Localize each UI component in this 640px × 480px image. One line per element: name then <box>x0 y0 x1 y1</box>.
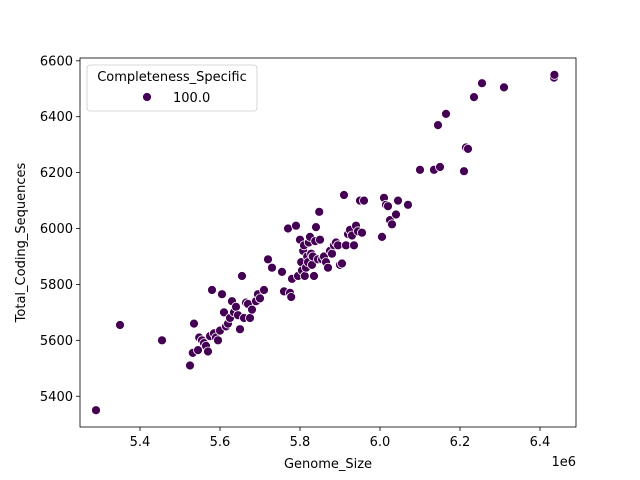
data-points <box>91 69 560 416</box>
y-tick-label: 6400 <box>40 110 73 125</box>
data-point <box>357 227 367 238</box>
data-point <box>393 195 403 206</box>
data-point <box>185 360 195 371</box>
data-point <box>277 266 287 277</box>
legend-box <box>86 64 258 112</box>
data-point <box>263 254 273 265</box>
legend-marker <box>142 92 152 102</box>
data-point <box>267 262 277 273</box>
data-point <box>193 345 203 356</box>
data-point <box>231 301 241 312</box>
y-axis-ticks: 5400 5600 5800 6000 6200 6400 6600 <box>40 54 80 405</box>
data-point <box>189 318 199 329</box>
data-point <box>459 166 469 177</box>
data-point <box>237 271 247 281</box>
data-point <box>259 285 269 295</box>
data-point <box>391 209 401 220</box>
y-tick-label: 5800 <box>40 278 73 293</box>
data-point <box>415 164 425 175</box>
y-tick-label: 6000 <box>40 222 73 237</box>
data-point <box>549 69 560 80</box>
y-tick-label: 6200 <box>40 166 73 181</box>
data-point <box>245 313 255 323</box>
data-point <box>337 258 347 269</box>
plot-frame <box>79 57 577 428</box>
y-axis-label: Total_Coding_Sequences <box>14 162 29 323</box>
x-tick-label: 5.8 <box>290 435 311 450</box>
data-point <box>433 120 443 130</box>
data-point <box>327 248 337 259</box>
x-axis-offset-label: 1e6 <box>551 455 576 470</box>
data-point <box>477 78 487 89</box>
x-tick-label: 5.4 <box>130 435 151 450</box>
legend: Completeness_Specific 100.0 <box>86 64 258 112</box>
data-point <box>219 307 229 318</box>
data-point <box>499 82 509 93</box>
data-point <box>314 206 325 217</box>
x-tick-label: 6.4 <box>530 435 551 450</box>
data-point <box>247 304 257 315</box>
data-point <box>286 292 297 302</box>
legend-entry-label: 100.0 <box>173 91 210 106</box>
data-point <box>383 201 393 212</box>
data-point <box>349 240 359 251</box>
data-point <box>91 405 101 416</box>
data-point <box>339 190 349 200</box>
data-point <box>377 231 387 242</box>
data-point <box>403 199 413 210</box>
data-point <box>115 320 125 330</box>
data-point <box>309 271 319 281</box>
data-point <box>463 143 473 154</box>
data-point <box>207 285 217 295</box>
data-point <box>311 222 321 233</box>
data-point <box>469 92 479 102</box>
y-tick-label: 5600 <box>40 334 73 349</box>
data-point <box>235 324 245 335</box>
x-tick-label: 6.0 <box>370 435 391 450</box>
legend-title: Completeness_Specific <box>97 70 247 85</box>
data-point <box>323 262 333 273</box>
data-point <box>203 346 213 357</box>
y-tick-label: 5400 <box>40 390 73 405</box>
x-tick-label: 6.2 <box>450 435 471 450</box>
data-point <box>387 219 397 230</box>
data-point <box>291 220 301 231</box>
data-point <box>157 335 167 346</box>
data-point <box>217 289 227 300</box>
y-tick-label: 6600 <box>40 54 73 69</box>
data-point <box>435 162 445 172</box>
plot-area <box>80 58 576 427</box>
data-point <box>359 195 369 206</box>
data-point <box>441 109 451 119</box>
data-point <box>315 234 325 245</box>
x-axis-ticks: 5.4 5.6 5.8 6.0 6.2 6.4 <box>130 427 551 450</box>
data-point <box>213 335 223 346</box>
x-tick-label: 5.6 <box>210 435 231 450</box>
data-point <box>255 293 265 304</box>
x-axis-label: Genome_Size <box>284 457 372 472</box>
data-point <box>299 271 310 281</box>
